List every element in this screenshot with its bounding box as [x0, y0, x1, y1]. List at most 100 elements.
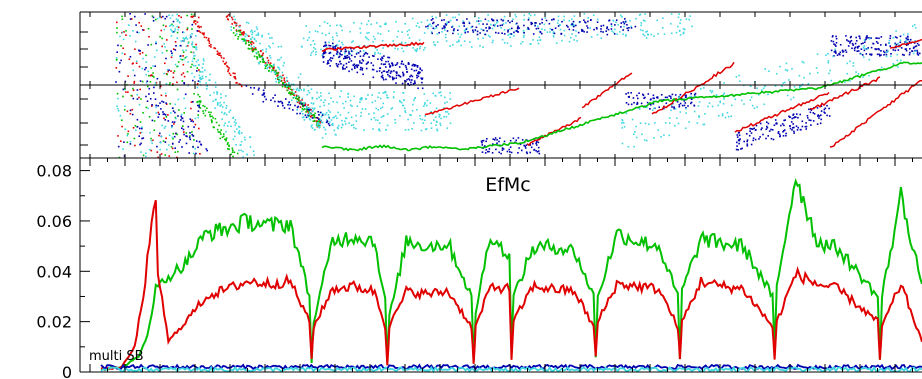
phase-point: [782, 82, 784, 84]
phase-point: [228, 121, 230, 123]
phase-point: [157, 116, 160, 118]
phase-point: [896, 59, 899, 62]
phase-point: [225, 95, 227, 97]
phase-point: [356, 51, 358, 54]
phase-point: [332, 46, 334, 48]
phase-point: [337, 124, 340, 127]
phase-point: [642, 33, 644, 36]
phase-point: [194, 123, 197, 126]
phase-point: [190, 120, 192, 122]
phase-point: [159, 148, 161, 151]
phase-point: [259, 60, 262, 63]
phase-point: [361, 108, 364, 110]
phase-point: [126, 110, 129, 113]
phase-point: [509, 21, 511, 24]
phase-point: [634, 25, 637, 28]
phase-point: [359, 98, 362, 100]
phase-point: [573, 25, 575, 28]
phase-point: [645, 139, 648, 142]
phase-point: [311, 107, 314, 109]
phase-point: [538, 36, 541, 39]
phase-point: [363, 129, 365, 131]
phase-point: [630, 25, 632, 28]
phase-point: [205, 36, 208, 39]
phase-point: [746, 143, 749, 145]
phase-point: [195, 60, 198, 63]
phase-point: [278, 81, 280, 84]
phase-point: [155, 112, 158, 114]
phase-point: [670, 104, 673, 107]
phase-point: [477, 20, 480, 22]
phase-point: [227, 68, 230, 71]
phase-point: [325, 111, 328, 114]
phase-point: [257, 34, 260, 36]
phase-point: [182, 120, 185, 123]
phase-point: [203, 32, 205, 34]
phase-point: [251, 36, 254, 39]
phase-point: [163, 117, 165, 120]
phase-point: [523, 144, 525, 147]
phase-point: [318, 96, 320, 99]
phase-point: [896, 36, 898, 39]
phase-point: [537, 141, 540, 144]
phase-point: [175, 132, 177, 135]
phase-point: [909, 38, 912, 41]
phase-point: [740, 148, 742, 150]
phase-point: [749, 99, 752, 101]
phase-point: [719, 101, 721, 104]
phase-point: [140, 151, 142, 153]
phase-point: [312, 114, 315, 116]
phase-point: [180, 115, 182, 118]
phase-point: [398, 66, 401, 68]
phase-point: [359, 62, 361, 64]
phase-point: [430, 127, 433, 129]
phase-point: [653, 137, 655, 139]
phase-point: [388, 69, 390, 72]
phase-point: [233, 27, 235, 29]
phase-point: [402, 73, 405, 75]
phase-point: [523, 34, 525, 37]
phase-point: [159, 132, 161, 135]
phase-point: [626, 24, 628, 26]
phase-point: [736, 141, 738, 144]
phase-point: [186, 14, 188, 17]
phase-point: [235, 144, 237, 146]
phase-point: [132, 62, 134, 64]
phase-point: [203, 33, 205, 36]
phase-point: [494, 137, 497, 139]
phase-point: [339, 114, 342, 116]
phase-point: [679, 93, 682, 96]
phase-point: [232, 155, 234, 158]
phase-point: [456, 41, 458, 43]
phase-point: [516, 27, 519, 30]
phase-point: [340, 25, 343, 28]
phase-point: [385, 78, 387, 81]
phase-point: [625, 102, 628, 104]
phase-point: [132, 89, 135, 91]
phase-point: [350, 60, 353, 62]
phase-point: [682, 32, 685, 35]
phase-point: [322, 56, 324, 59]
phase-point: [513, 35, 515, 37]
phase-point: [856, 46, 859, 48]
phase-point: [875, 41, 878, 43]
phase-point: [764, 85, 766, 88]
phase-point: [296, 98, 298, 100]
phase-point: [844, 49, 847, 51]
phase-point: [361, 58, 364, 61]
phase-point: [799, 85, 801, 87]
phase-point: [904, 41, 906, 43]
phase-point: [183, 38, 186, 40]
phase-point: [229, 74, 232, 76]
phase-point: [502, 19, 504, 22]
phase-point: [836, 54, 839, 56]
efmc-line-panel: 00.020.040.060.08: [36, 157, 922, 379]
phase-point: [169, 17, 172, 19]
phase-point: [249, 136, 252, 139]
phase-point: [297, 99, 300, 102]
phase-point: [390, 70, 392, 73]
phase-point: [489, 36, 491, 38]
phase-point: [685, 96, 687, 98]
phase-point: [556, 22, 559, 24]
phase-point: [411, 128, 413, 130]
